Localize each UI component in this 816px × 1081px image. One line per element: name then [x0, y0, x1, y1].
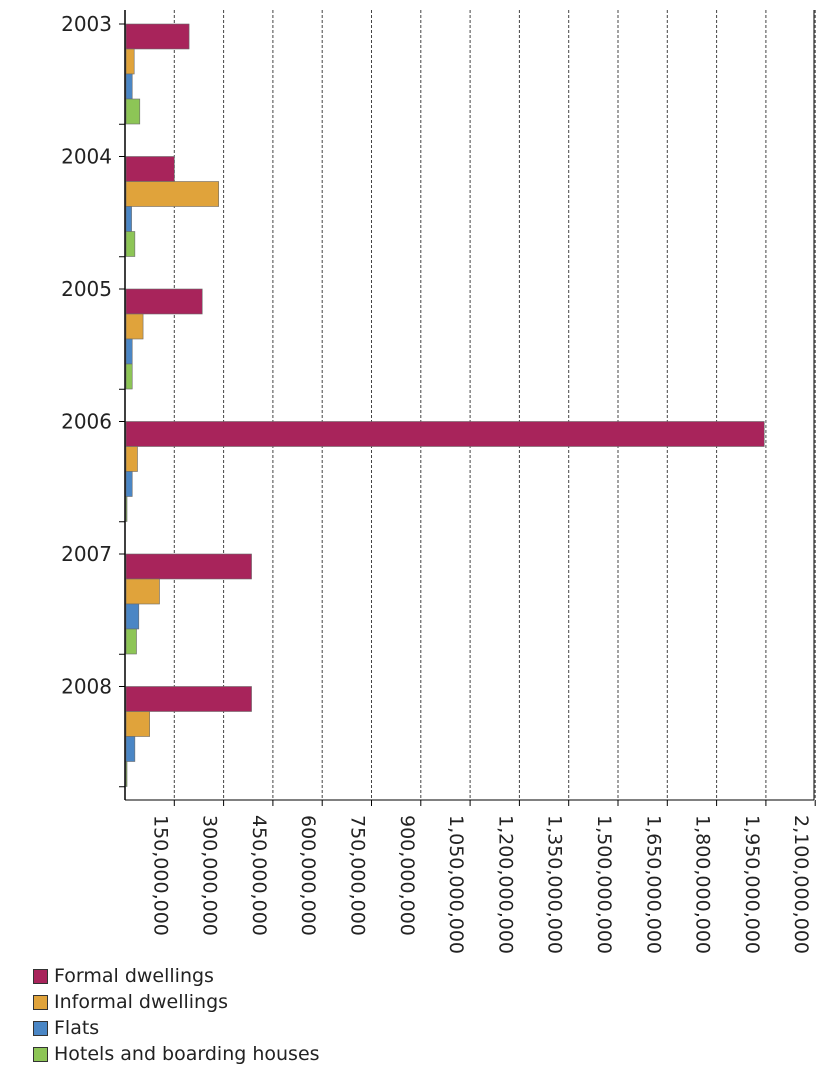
- x-tick-label: 1,350,000,000: [544, 815, 566, 954]
- bar: [125, 686, 252, 712]
- bar: [125, 363, 133, 390]
- x-tick-label: 600,000,000: [297, 815, 319, 936]
- y-tick-label: 2007: [61, 542, 112, 566]
- legend-item: Flats: [33, 1015, 320, 1041]
- x-tick-label: 1,650,000,000: [642, 815, 664, 954]
- bar: [125, 313, 144, 340]
- legend-swatch: [33, 994, 48, 1010]
- bar: [125, 98, 141, 125]
- bar: [125, 628, 137, 655]
- x-tick-label: 1,800,000,000: [692, 815, 714, 954]
- bar: [125, 48, 135, 75]
- x-tick-label: 750,000,000: [347, 815, 369, 936]
- legend-label: Hotels and boarding houses: [54, 1043, 320, 1065]
- legend: Formal dwellings Informal dwellings Flats H…: [33, 963, 320, 1067]
- legend-label: Formal dwellings: [54, 965, 214, 987]
- x-tick-label: 2,100,000,000: [790, 815, 812, 954]
- x-tick-label: 1,950,000,000: [741, 815, 763, 954]
- bar: [125, 603, 140, 630]
- legend-item: Formal dwellings: [33, 963, 320, 989]
- x-tick-label: 150,000,000: [149, 815, 171, 936]
- legend-swatch: [33, 968, 48, 984]
- bar: [125, 761, 128, 787]
- bar: [125, 23, 190, 50]
- bar: [125, 338, 133, 365]
- legend-swatch: [33, 1020, 48, 1036]
- bar: [125, 288, 203, 315]
- bar: [125, 553, 252, 580]
- y-tick-label: 2008: [61, 675, 112, 699]
- bar: [125, 421, 765, 447]
- y-tick-label: 2006: [61, 410, 112, 434]
- bar: [125, 446, 138, 472]
- legend-item: Informal dwellings: [33, 989, 320, 1015]
- x-tick-label: 900,000,000: [396, 815, 418, 936]
- x-tick-label: 450,000,000: [248, 815, 270, 936]
- bar: [125, 496, 128, 522]
- legend-label: Informal dwellings: [54, 991, 229, 1013]
- bar: [125, 73, 133, 100]
- legend-item: Hotels and boarding houses: [33, 1041, 320, 1067]
- bar: [125, 156, 175, 182]
- bar: [125, 711, 150, 737]
- bar: [125, 206, 132, 232]
- x-tick-label: 1,200,000,000: [494, 815, 516, 954]
- legend-label: Flats: [54, 1017, 100, 1039]
- bar: [125, 471, 133, 497]
- legend-swatch: [33, 1046, 48, 1062]
- bar: [125, 181, 219, 207]
- bar: [125, 231, 136, 257]
- y-tick-label: 2003: [61, 12, 112, 36]
- y-tick-label: 2005: [61, 277, 112, 301]
- x-tick-label: 1,500,000,000: [593, 815, 615, 954]
- x-tick-label: 300,000,000: [199, 815, 221, 936]
- x-tick-label: 1,050,000,000: [445, 815, 467, 954]
- y-tick-label: 2004: [61, 145, 112, 169]
- bar: [125, 578, 160, 605]
- bar: [125, 736, 136, 762]
